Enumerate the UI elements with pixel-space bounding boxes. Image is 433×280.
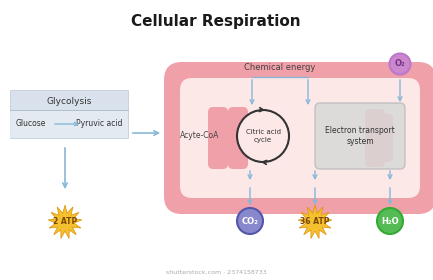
FancyBboxPatch shape: [10, 110, 128, 138]
Text: CO₂: CO₂: [242, 216, 259, 225]
Circle shape: [237, 110, 289, 162]
FancyBboxPatch shape: [10, 90, 128, 138]
Text: Pyruvic acid: Pyruvic acid: [77, 120, 123, 129]
FancyBboxPatch shape: [373, 114, 393, 162]
Circle shape: [390, 53, 410, 74]
Polygon shape: [48, 205, 82, 239]
Text: Citric acid
cycle: Citric acid cycle: [246, 129, 281, 143]
FancyBboxPatch shape: [180, 78, 420, 198]
FancyBboxPatch shape: [208, 107, 228, 169]
FancyBboxPatch shape: [164, 62, 433, 214]
Text: Glycolysis: Glycolysis: [46, 97, 92, 106]
Text: O₂: O₂: [394, 60, 405, 69]
Text: 36 ATP: 36 ATP: [300, 218, 330, 227]
Text: H₂O: H₂O: [381, 216, 399, 225]
FancyBboxPatch shape: [218, 111, 238, 165]
Text: shutterstock.com · 2374158733: shutterstock.com · 2374158733: [166, 269, 266, 274]
Text: Glucose: Glucose: [16, 120, 46, 129]
Circle shape: [237, 208, 263, 234]
Text: 2 ATP: 2 ATP: [53, 218, 77, 227]
FancyBboxPatch shape: [315, 103, 405, 169]
FancyBboxPatch shape: [228, 107, 248, 169]
FancyBboxPatch shape: [365, 109, 385, 167]
Text: Cellular Respiration: Cellular Respiration: [131, 14, 301, 29]
Circle shape: [377, 208, 403, 234]
Text: Electron transport
system: Electron transport system: [325, 126, 395, 146]
Polygon shape: [298, 205, 332, 239]
Text: Acyte-CoA: Acyte-CoA: [180, 132, 220, 141]
Text: Chemical energy: Chemical energy: [244, 64, 316, 73]
